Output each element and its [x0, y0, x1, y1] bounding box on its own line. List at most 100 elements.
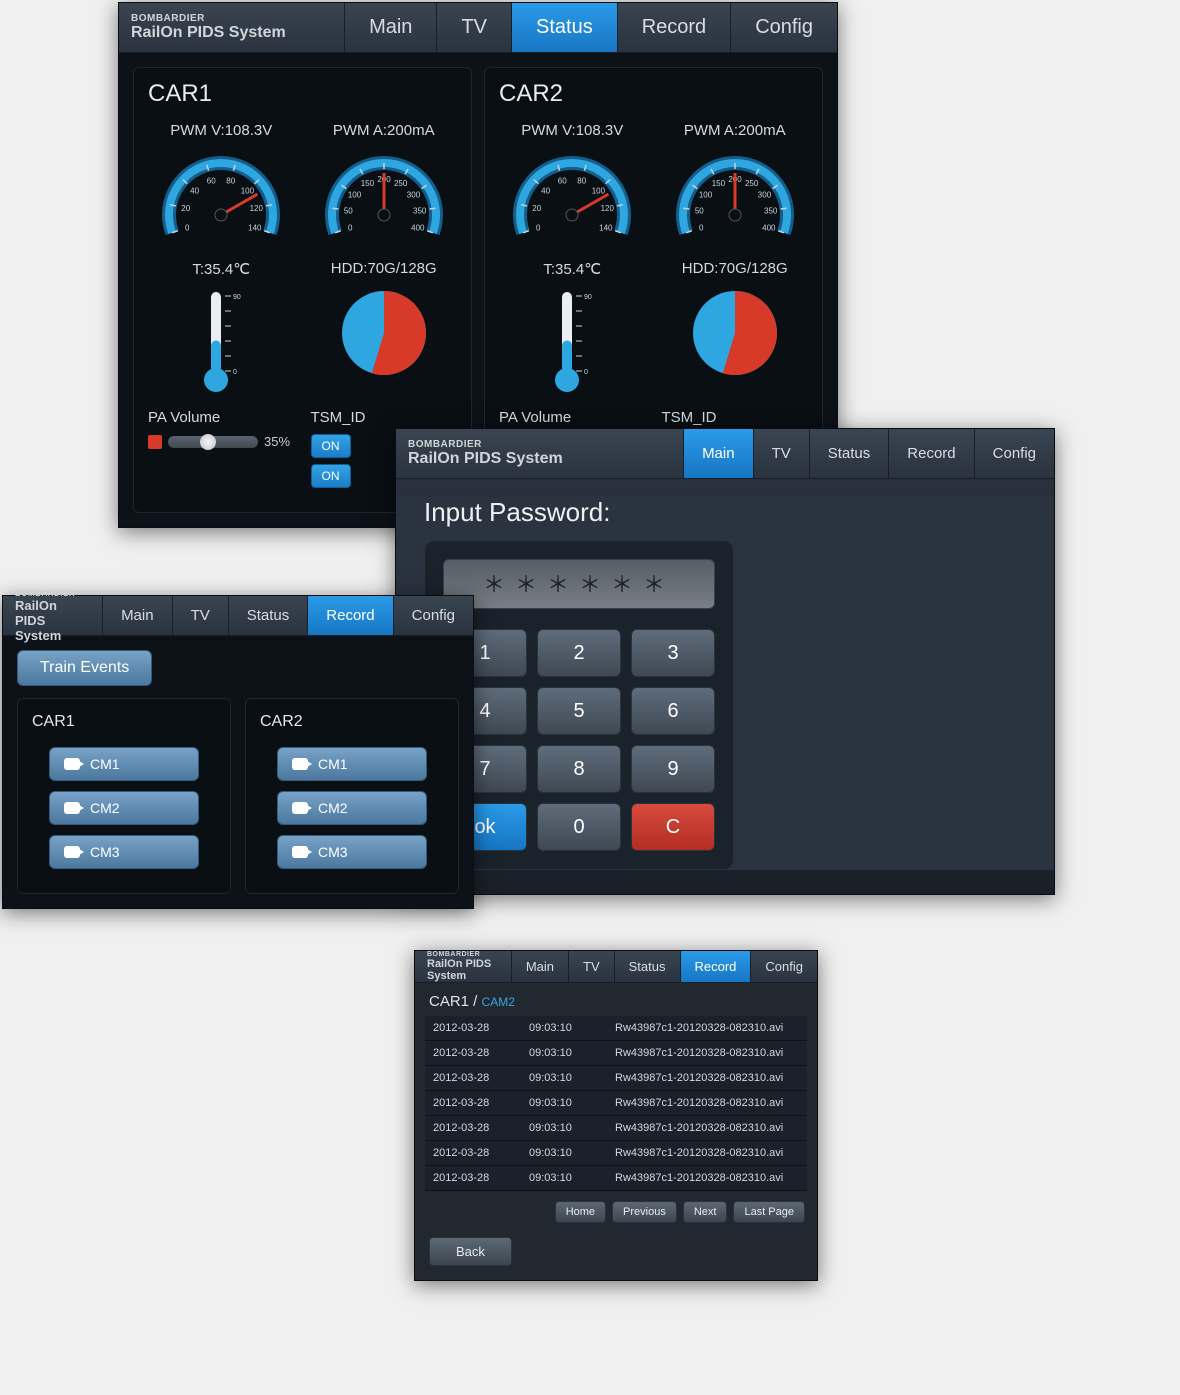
file-time: 09:03:10	[529, 1122, 599, 1134]
pwm-v-label: PWM V:108.3V	[499, 122, 646, 139]
key-6[interactable]: 6	[631, 687, 715, 735]
last-page-button[interactable]: Last Page	[733, 1201, 805, 1223]
tab-config[interactable]: Config	[750, 951, 817, 982]
camera-icon	[64, 802, 80, 814]
key-0[interactable]: 0	[537, 803, 621, 851]
file-date: 2012-03-28	[433, 1172, 513, 1184]
tab-record[interactable]: Record	[680, 951, 751, 982]
key-2[interactable]: 2	[537, 629, 621, 677]
svg-text:40: 40	[190, 187, 199, 196]
pwm-v-gauge: 020406080100120140	[148, 145, 295, 250]
file-name: Rw43987c1-20120328-082310.avi	[615, 1047, 799, 1059]
hdd-pie	[662, 283, 809, 388]
tab-tv[interactable]: TV	[436, 3, 511, 52]
file-date: 2012-03-28	[433, 1022, 513, 1034]
svg-text:150: 150	[711, 179, 725, 188]
svg-text:120: 120	[601, 204, 615, 213]
camera-button[interactable]: CM3	[49, 835, 199, 869]
svg-text:90: 90	[233, 294, 241, 301]
tab-record[interactable]: Record	[888, 429, 973, 478]
camera-label: CM1	[318, 756, 348, 772]
key-3[interactable]: 3	[631, 629, 715, 677]
train-events-button[interactable]: Train Events	[17, 650, 152, 686]
tab-tv[interactable]: TV	[753, 429, 809, 478]
camera-button[interactable]: CM2	[277, 791, 427, 825]
file-row[interactable]: 2012-03-28 09:03:10 Rw43987c1-20120328-0…	[425, 1016, 807, 1041]
rec-tabs: Main TV Status Record Config	[102, 596, 473, 635]
camera-button[interactable]: CM1	[277, 747, 427, 781]
file-row[interactable]: 2012-03-28 09:03:10 Rw43987c1-20120328-0…	[425, 1066, 807, 1091]
file-row[interactable]: 2012-03-28 09:03:10 Rw43987c1-20120328-0…	[425, 1141, 807, 1166]
tab-status[interactable]: Status	[809, 429, 889, 478]
file-row[interactable]: 2012-03-28 09:03:10 Rw43987c1-20120328-0…	[425, 1041, 807, 1066]
svg-text:0: 0	[584, 369, 588, 376]
file-date: 2012-03-28	[433, 1047, 513, 1059]
crumb-cam[interactable]: CAM2	[482, 995, 515, 1009]
file-name: Rw43987c1-20120328-082310.avi	[615, 1022, 799, 1034]
tab-tv[interactable]: TV	[172, 596, 228, 635]
pa-volume-value: 35%	[264, 434, 290, 449]
next-button[interactable]: Next	[683, 1201, 728, 1223]
pwm-v-gauge: 020406080100120140	[499, 145, 646, 250]
tsm-on-button[interactable]: ON	[311, 434, 351, 458]
svg-text:300: 300	[758, 190, 772, 199]
file-time: 09:03:10	[529, 1097, 599, 1109]
svg-text:50: 50	[695, 206, 704, 215]
pwm-a-label: PWM A:200mA	[662, 122, 809, 139]
tab-status[interactable]: Status	[511, 3, 617, 52]
file-time: 09:03:10	[529, 1072, 599, 1084]
svg-text:100: 100	[348, 190, 362, 199]
file-name: Rw43987c1-20120328-082310.avi	[615, 1072, 799, 1084]
camera-icon	[64, 758, 80, 770]
status-tabs: Main TV Status Record Config	[344, 3, 837, 52]
camera-button[interactable]: CM3	[277, 835, 427, 869]
camera-button[interactable]: CM1	[49, 747, 199, 781]
svg-text:60: 60	[207, 176, 216, 185]
tab-config[interactable]: Config	[393, 596, 473, 635]
tab-config[interactable]: Config	[730, 3, 837, 52]
pw-display: ＊＊＊＊＊＊	[443, 559, 715, 609]
tab-main[interactable]: Main	[344, 3, 436, 52]
tab-tv[interactable]: TV	[568, 951, 614, 982]
tab-main[interactable]: Main	[102, 596, 172, 635]
camera-icon	[292, 758, 308, 770]
pa-volume-slider[interactable]: 35%	[148, 434, 295, 449]
car-title: CAR2	[499, 80, 808, 108]
key-5[interactable]: 5	[537, 687, 621, 735]
camera-button[interactable]: CM2	[49, 791, 199, 825]
tab-status[interactable]: Status	[228, 596, 308, 635]
svg-text:0: 0	[233, 369, 237, 376]
tab-status[interactable]: Status	[614, 951, 680, 982]
tab-main[interactable]: Main	[511, 951, 568, 982]
file-row[interactable]: 2012-03-28 09:03:10 Rw43987c1-20120328-0…	[425, 1091, 807, 1116]
file-table: 2012-03-28 09:03:10 Rw43987c1-20120328-0…	[415, 1016, 817, 1191]
camera-label: CM1	[90, 756, 120, 772]
previous-button[interactable]: Previous	[612, 1201, 677, 1223]
svg-text:90: 90	[584, 294, 592, 301]
svg-text:350: 350	[764, 206, 778, 215]
file-row[interactable]: 2012-03-28 09:03:10 Rw43987c1-20120328-0…	[425, 1116, 807, 1141]
record-car-title: CAR1	[32, 713, 216, 731]
file-row[interactable]: 2012-03-28 09:03:10 Rw43987c1-20120328-0…	[425, 1166, 807, 1191]
tsm-on-button[interactable]: ON	[311, 464, 351, 488]
tab-main[interactable]: Main	[683, 429, 753, 478]
svg-text:350: 350	[413, 206, 427, 215]
temp-label: T:35.4℃	[148, 260, 295, 278]
key-8[interactable]: 8	[537, 745, 621, 793]
back-button[interactable]: Back	[429, 1237, 512, 1266]
tab-record[interactable]: Record	[617, 3, 730, 52]
key-9[interactable]: 9	[631, 745, 715, 793]
pwm-a-gauge: 050100150200250300350400	[311, 145, 458, 250]
tab-record[interactable]: Record	[307, 596, 392, 635]
camera-icon	[292, 846, 308, 858]
file-name: Rw43987c1-20120328-082310.avi	[615, 1122, 799, 1134]
home-button[interactable]: Home	[555, 1201, 606, 1223]
pw-header: BOMBARDIER RailOn PIDS System Main TV St…	[396, 429, 1054, 479]
clear-button[interactable]: C	[631, 803, 715, 851]
svg-text:20: 20	[533, 204, 542, 213]
svg-text:140: 140	[599, 223, 613, 232]
pa-volume-label: PA Volume	[499, 409, 646, 426]
camera-label: CM2	[90, 800, 120, 816]
svg-text:0: 0	[185, 223, 190, 232]
tab-config[interactable]: Config	[974, 429, 1054, 478]
